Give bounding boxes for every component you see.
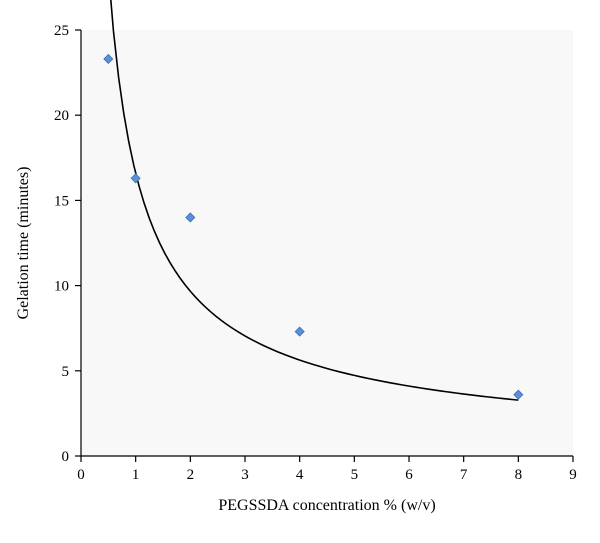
x-tick-label: 5 [351,467,359,483]
x-tick-label: 9 [569,467,577,483]
trendline-curve [110,0,519,401]
plot-area [81,30,573,456]
y-tick-label: 15 [54,193,69,209]
x-tick-label: 6 [405,467,413,483]
x-tick-label: 4 [296,467,304,483]
data-point [513,389,524,400]
y-tick-label: 25 [54,23,69,39]
data-point [103,53,114,65]
y-tick-label: 0 [62,449,70,465]
y-tick-label: 5 [62,364,70,380]
data-point [185,212,196,223]
y-tick-label: 20 [54,108,69,124]
trendline-layer [110,0,519,401]
x-tick-label: 2 [187,467,195,483]
data-point [294,326,305,337]
x-tick-label: 3 [241,467,249,483]
y-ticks: 0 5 10 15 20 25 [54,23,81,465]
data-points-layer [103,53,524,400]
x-tick-label: 1 [132,467,140,483]
y-tick-label: 10 [54,279,69,295]
x-tick-label: 7 [460,467,468,483]
x-tick-label: 8 [515,467,523,483]
axes-layer [80,30,573,457]
data-point [130,173,141,184]
x-tick-label: 0 [77,467,85,483]
x-axis-title: PEGSSDA concentration % (w/v) [218,497,435,514]
x-ticks: 0 1 2 3 4 5 6 7 8 9 [77,456,577,483]
y-axis-title: Gelation time (minutes) [15,167,32,320]
